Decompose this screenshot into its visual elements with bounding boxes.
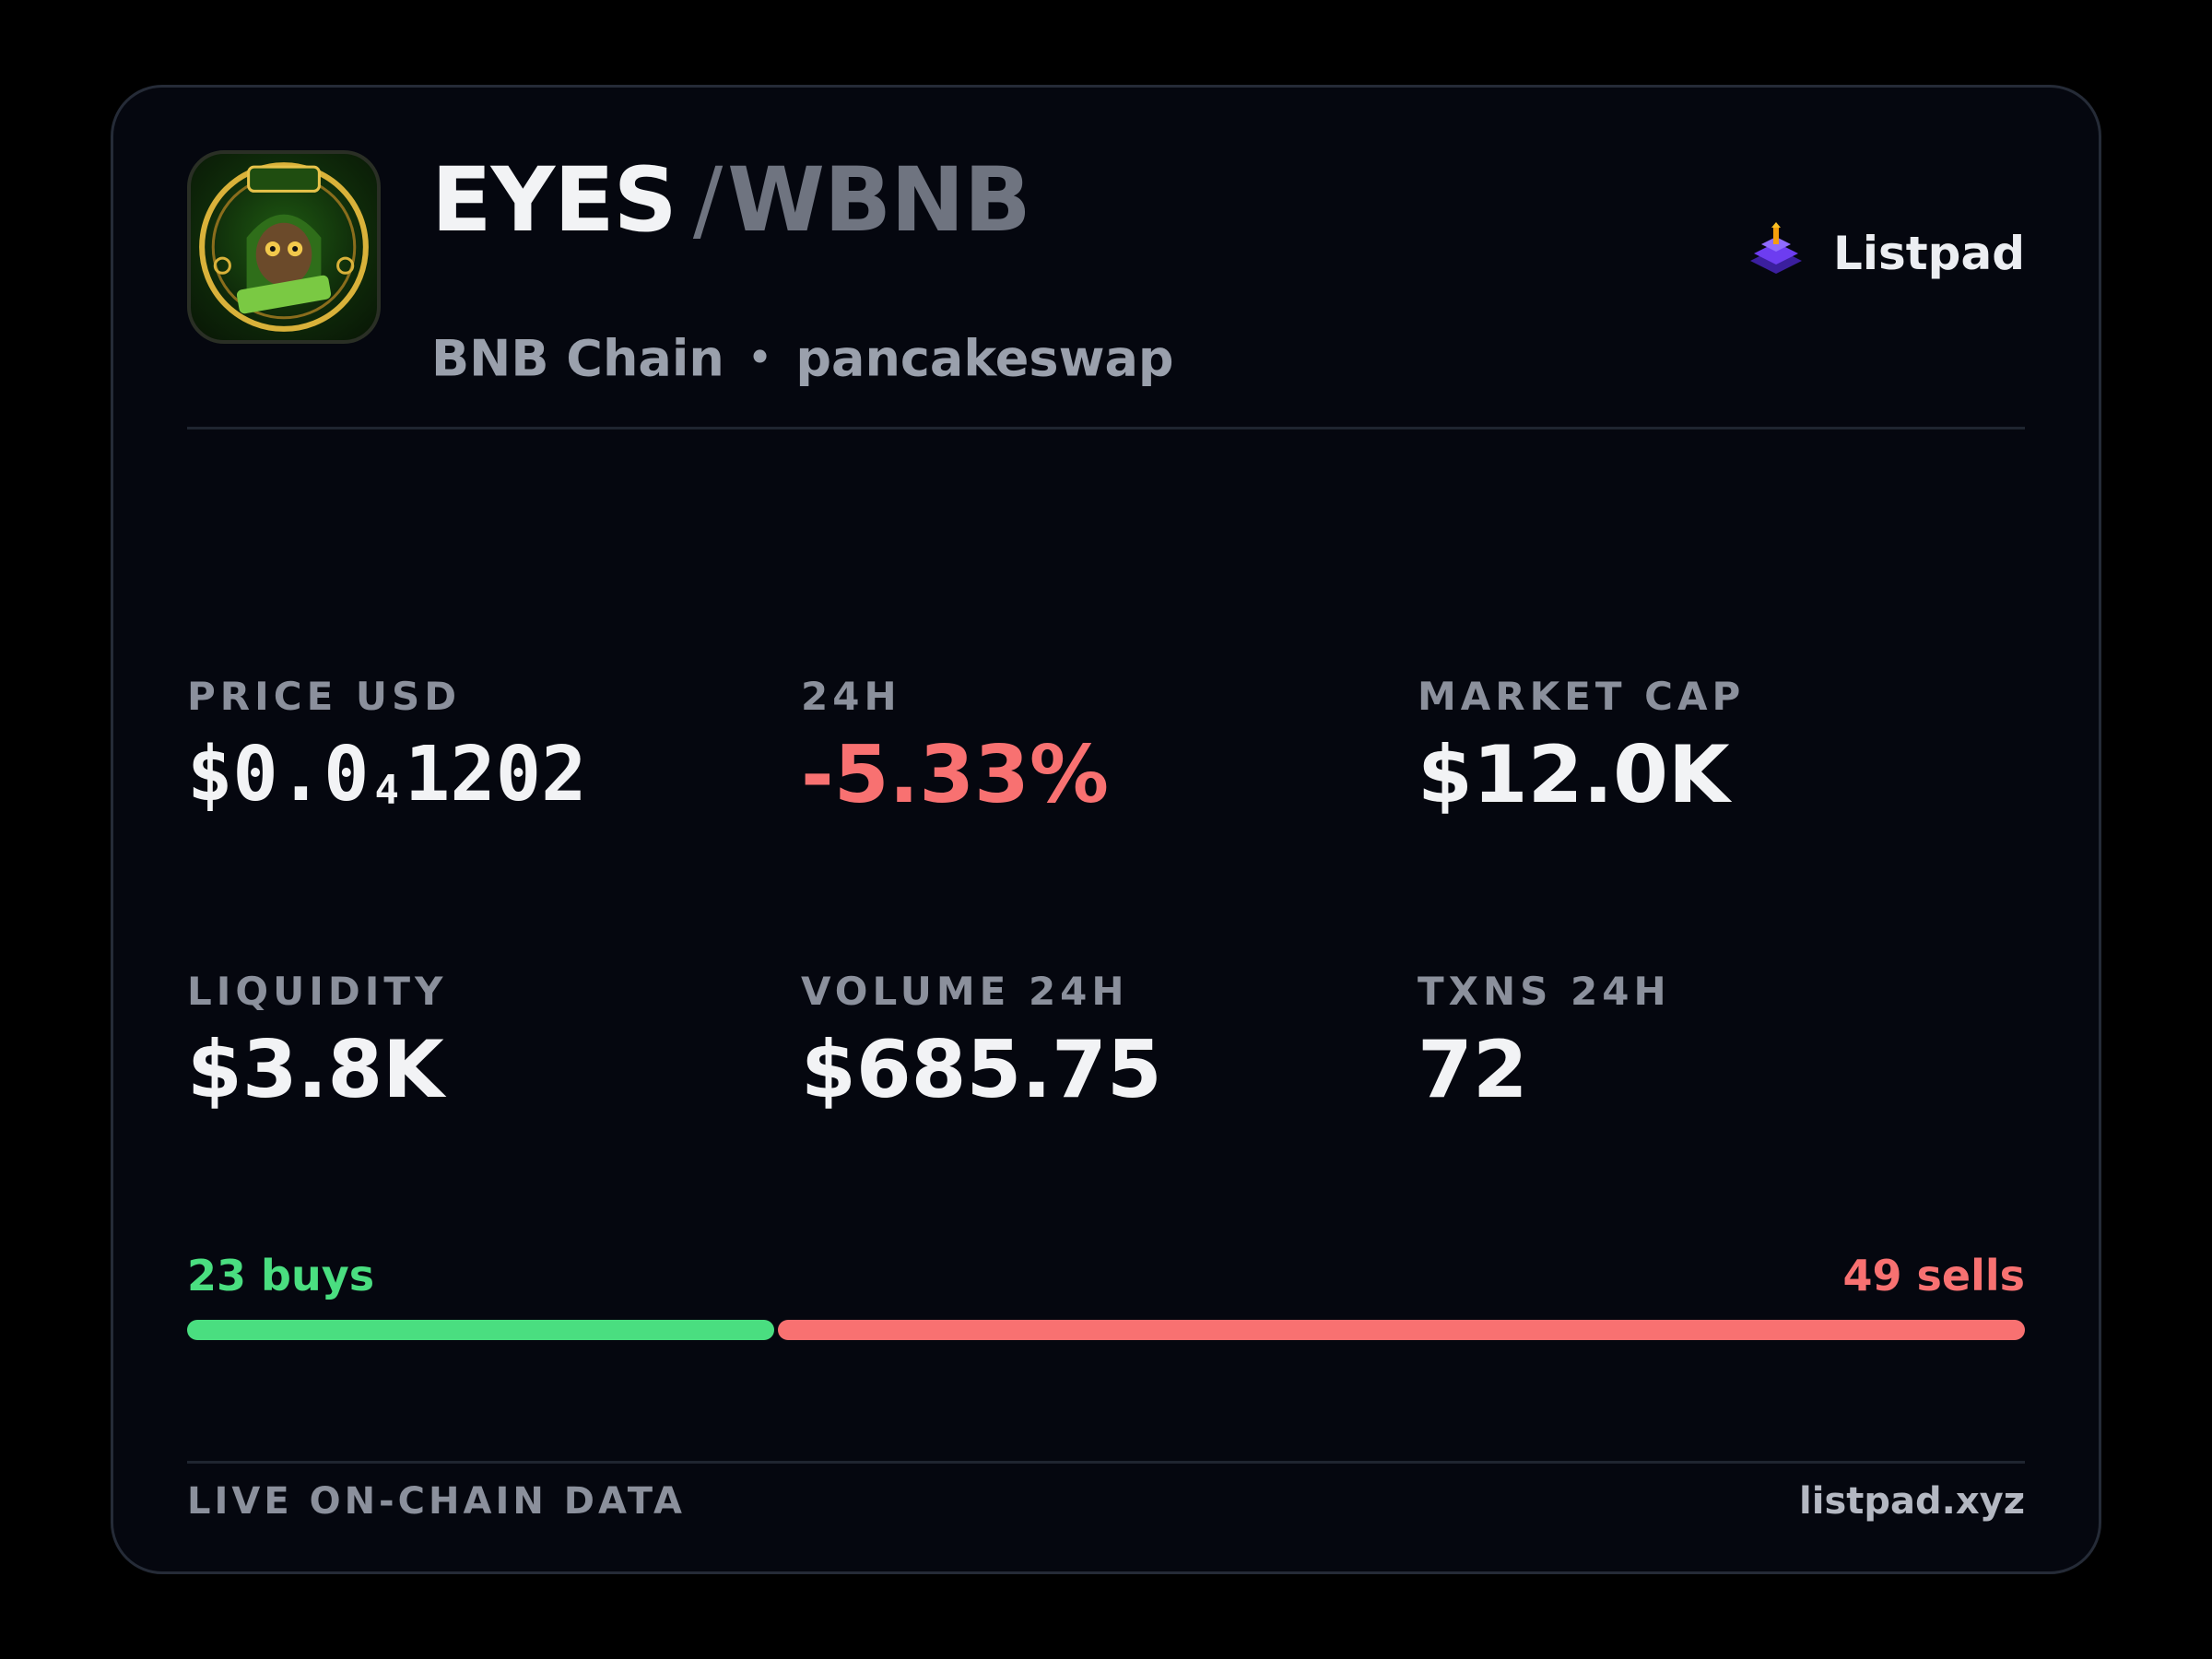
buy-sell-ratio-bar xyxy=(187,1320,2025,1340)
price-digits: 1202 xyxy=(404,731,587,818)
pair-title: EYES/WBNB xyxy=(431,145,1031,255)
stat-volume: VOLUME 24H $685.75 xyxy=(801,969,1162,1116)
sells-bar-segment xyxy=(777,1320,2025,1340)
price-value: $0.0 41202 xyxy=(187,729,586,837)
footer-divider xyxy=(187,1461,2025,1464)
stat-label: 24H xyxy=(801,674,901,719)
volume-value: $685.75 xyxy=(801,1024,1162,1116)
token-card: EYES/WBNB BNB Chain • pancakeswap Listpad … xyxy=(111,85,2101,1574)
stat-label: LIQUIDITY xyxy=(187,969,448,1014)
base-token-symbol: EYES xyxy=(431,148,677,252)
separator-dot: • xyxy=(747,336,772,380)
stat-market-cap: MARKET CAP $12.0K xyxy=(1418,674,1745,821)
brand-name: Listpad xyxy=(1833,227,2025,280)
sells-count: 49 sells xyxy=(1842,1251,2025,1300)
pair-subtitle: BNB Chain • pancakeswap xyxy=(431,330,1174,388)
stat-price: PRICE USD $0.0 41202 xyxy=(187,674,586,837)
chain-name: BNB Chain xyxy=(431,329,724,388)
eyes-token-logo xyxy=(187,150,381,344)
stat-txns: TXNS 24H 72 xyxy=(1418,969,1671,1116)
buys-count: 23 buys xyxy=(187,1251,375,1300)
footer-link[interactable]: listpad.xyz xyxy=(1799,1480,2025,1523)
buys-bar-segment xyxy=(187,1320,774,1340)
stat-change: 24H -5.33% xyxy=(801,674,1109,821)
footer-caption: LIVE ON-CHAIN DATA xyxy=(187,1480,686,1523)
liquidity-value: $3.8K xyxy=(187,1024,444,1116)
brand[interactable]: Listpad xyxy=(1743,220,2025,287)
header-divider xyxy=(187,427,2025,429)
dex-name: pancakeswap xyxy=(795,329,1174,388)
stat-label: MARKET CAP xyxy=(1418,674,1746,719)
price-prefix: $0.0 xyxy=(187,731,370,818)
change-value: -5.33% xyxy=(801,729,1110,821)
market-cap-value: $12.0K xyxy=(1418,729,1730,821)
quote-token-symbol: WBNB xyxy=(727,148,1031,252)
txns-value: 72 xyxy=(1418,1024,1528,1116)
stat-label: VOLUME 24H xyxy=(801,969,1129,1014)
stat-liquidity: LIQUIDITY $3.8K xyxy=(187,969,447,1116)
price-zero-count: 4 xyxy=(374,767,399,814)
pair-separator: / xyxy=(692,148,723,252)
listpad-logo-icon xyxy=(1750,222,1803,274)
stat-label: PRICE USD xyxy=(187,674,462,719)
stat-label: TXNS 24H xyxy=(1418,969,1671,1014)
